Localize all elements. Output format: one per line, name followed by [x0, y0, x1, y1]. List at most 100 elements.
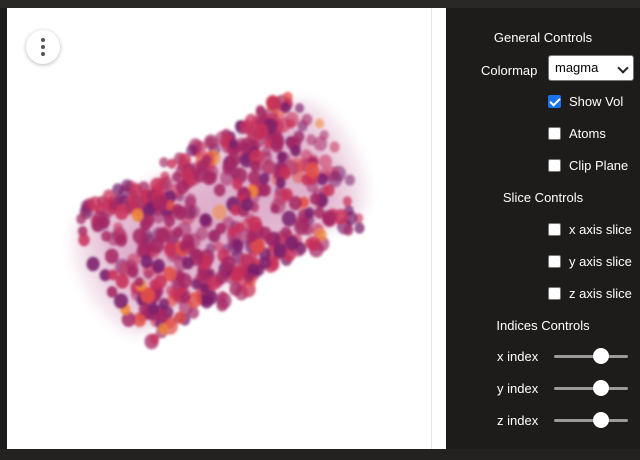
- volume-blob: [180, 291, 191, 304]
- volume-blob: [216, 298, 229, 312]
- x-axis-slice-checkbox[interactable]: x axis slice: [548, 221, 632, 237]
- volume-blob: [143, 269, 153, 280]
- top-bar: [0, 0, 640, 8]
- volume-blob: [354, 222, 365, 234]
- volume-blob: [273, 242, 287, 258]
- z-axis-slice-checkbox[interactable]: z axis slice: [548, 285, 632, 301]
- volume-blob: [181, 234, 195, 248]
- y-index-slider[interactable]: [554, 380, 628, 396]
- volume-blob: [212, 204, 227, 221]
- volume-blob: [276, 151, 288, 163]
- volume-blob: [232, 178, 243, 191]
- volume-blob: [270, 138, 284, 153]
- volume-blob: [182, 256, 194, 270]
- z-index-track[interactable]: [554, 419, 628, 422]
- show-vol-checkbox[interactable]: Show Vol: [548, 93, 623, 109]
- volume-blob: [247, 216, 263, 233]
- volume-blob: [199, 213, 212, 227]
- volume-blob: [322, 210, 336, 226]
- atoms-checkbox[interactable]: Atoms: [548, 125, 606, 141]
- volume-blob: [215, 270, 228, 285]
- volume-blob: [290, 145, 301, 157]
- volume-blob: [159, 157, 169, 168]
- volume-blob: [132, 228, 147, 245]
- volume-blob: [244, 272, 254, 284]
- volume-blob: [234, 222, 245, 233]
- volume-blob: [113, 293, 129, 309]
- volume-blob: [162, 266, 177, 282]
- z-axis-slice-checkbox-box[interactable]: [548, 286, 561, 300]
- y-index-track[interactable]: [554, 387, 628, 390]
- volume-blob: [319, 154, 333, 169]
- volume-blob: [164, 241, 177, 256]
- y-index-thumb[interactable]: [593, 380, 609, 396]
- x-axis-slice-checkbox-box[interactable]: [548, 222, 561, 236]
- volume-blob: [247, 250, 258, 262]
- volume-blob: [327, 171, 343, 188]
- volume-viewer[interactable]: [7, 8, 446, 449]
- viewer-edge: [431, 8, 432, 449]
- volume-blob: [228, 139, 238, 150]
- viewer-menu-button[interactable]: [26, 30, 60, 64]
- atoms-checkbox-box[interactable]: [548, 126, 561, 140]
- volume-blob: [114, 204, 129, 221]
- volume-blob: [131, 208, 144, 222]
- volume-blob: [130, 183, 142, 196]
- clip-plane-checkbox-box[interactable]: [548, 158, 561, 172]
- clip-plane-checkbox[interactable]: Clip Plane: [548, 157, 628, 173]
- show-vol-checkbox-box[interactable]: [548, 94, 561, 108]
- volume-blob: [294, 219, 309, 236]
- volume-blob: [188, 306, 200, 319]
- volume-blob: [262, 160, 276, 175]
- volume-blob: [259, 172, 270, 185]
- volume-blob: [115, 274, 129, 289]
- volume-blob: [158, 323, 169, 335]
- z-index-label: z index: [497, 413, 539, 428]
- volume-blob: [127, 193, 138, 206]
- y-axis-slice-checkbox-box[interactable]: [548, 254, 561, 268]
- indices-controls-title: Indices Controls: [496, 318, 590, 333]
- x-index-thumb[interactable]: [593, 348, 609, 364]
- x-index-track[interactable]: [554, 355, 628, 358]
- volume-blob: [344, 174, 355, 186]
- volume-rendering[interactable]: [7, 8, 446, 449]
- volume-blob: [76, 213, 87, 225]
- volume-blob: [250, 237, 266, 254]
- show-vol-label: Show Vol: [569, 93, 624, 109]
- y-axis-slice-checkbox[interactable]: y axis slice: [548, 253, 632, 269]
- z-index-thumb[interactable]: [593, 412, 609, 428]
- x-index-label: x index: [497, 349, 539, 364]
- volume-blob: [261, 146, 272, 157]
- volume-blob: [221, 255, 236, 272]
- volume-blob: [176, 179, 189, 195]
- volume-blob: [137, 242, 152, 259]
- volume-blob: [140, 254, 153, 269]
- volume-blob: [152, 258, 166, 274]
- volume-blob: [152, 194, 168, 211]
- volume-blob: [160, 171, 170, 182]
- volume-blob: [280, 101, 292, 114]
- volume-blob: [115, 234, 128, 247]
- colormap-select[interactable]: magma: [548, 55, 634, 81]
- volume-blob: [149, 333, 160, 345]
- volume-blob: [106, 286, 118, 298]
- volume-blob: [134, 277, 144, 287]
- clip-plane-label: Clip Plane: [569, 157, 629, 173]
- volume-blob: [196, 269, 207, 281]
- control-panel: General Controls Colormap magma Show Vol…: [446, 8, 640, 449]
- volume-blob: [255, 106, 267, 119]
- volume-blob: [280, 226, 292, 239]
- volume-blob: [92, 220, 102, 232]
- volume-blob: [294, 103, 305, 114]
- colormap-label: Colormap: [481, 63, 538, 78]
- colormap-value: magma: [555, 60, 599, 75]
- volume-blob: [205, 136, 216, 148]
- z-index-slider[interactable]: [554, 412, 628, 428]
- volume-blob: [270, 203, 280, 214]
- x-index-slider[interactable]: [554, 348, 628, 364]
- y-index-label: y index: [497, 381, 539, 396]
- volume-blob: [142, 204, 155, 218]
- volume-blob: [139, 219, 151, 231]
- volume-blob: [99, 216, 110, 229]
- volume-blob: [181, 167, 194, 182]
